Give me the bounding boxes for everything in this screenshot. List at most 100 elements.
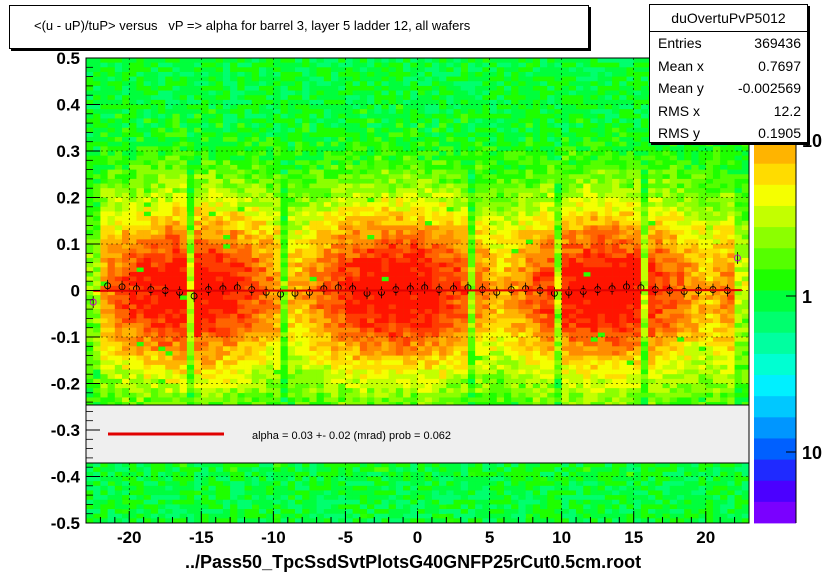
heatmap-cell (150, 281, 159, 287)
heatmap-cell (294, 151, 303, 156)
heatmap-cell (273, 299, 281, 305)
heatmap-cell (230, 99, 238, 105)
heatmap-cell (302, 355, 310, 361)
heatmap-cell (331, 183, 339, 189)
heatmap-cell (287, 313, 296, 319)
heatmap-cell (266, 253, 274, 259)
heatmap-cell (439, 313, 447, 319)
heatmap-cell (316, 327, 325, 333)
heatmap-cell (431, 374, 440, 380)
heatmap-cell (158, 481, 166, 487)
heatmap-cell (107, 364, 116, 370)
heatmap-cell (302, 304, 310, 310)
heatmap-cell (129, 392, 137, 398)
heatmap-cell (150, 253, 159, 259)
heatmap-cell (150, 174, 159, 180)
heatmap-cell (165, 151, 173, 156)
heatmap-cell (367, 481, 375, 487)
heatmap-cell (237, 178, 245, 184)
heatmap-cell (417, 137, 426, 142)
heatmap-cell (114, 513, 123, 519)
heatmap-cell (323, 155, 332, 161)
heatmap-cell (294, 369, 303, 375)
heatmap-cell (352, 518, 361, 523)
heatmap-cell (215, 323, 224, 328)
heatmap-cell (86, 332, 94, 338)
heatmap-cell (93, 169, 101, 175)
heatmap-cell (172, 244, 180, 249)
heatmap-cell (352, 192, 361, 198)
heatmap-cell (331, 513, 339, 519)
heatmap-cell (100, 197, 108, 203)
heatmap-cell (244, 374, 253, 380)
heatmap-cell (136, 337, 144, 342)
heatmap-cell (100, 383, 108, 389)
heatmap-cell (136, 467, 144, 473)
heatmap-cell (374, 220, 382, 226)
heatmap-cell (302, 220, 310, 226)
heatmap-cell (352, 304, 361, 310)
heatmap-cell (280, 164, 289, 170)
heatmap-cell (143, 151, 152, 156)
heatmap-cell (273, 192, 281, 198)
heatmap-cell (367, 183, 375, 189)
heatmap-cell (410, 481, 418, 487)
heatmap-cell (186, 327, 195, 333)
heatmap-cell (302, 323, 310, 328)
heatmap-cell (280, 295, 289, 301)
heatmap-cell (179, 62, 188, 68)
heatmap-cell (381, 234, 389, 240)
heatmap-cell (122, 346, 130, 352)
heatmap-cell (345, 271, 353, 277)
heatmap-cell (194, 318, 202, 324)
heatmap-cell (417, 388, 426, 394)
heatmap-cell (345, 471, 353, 477)
heatmap-cell (367, 304, 375, 310)
heatmap-cell (294, 267, 303, 273)
heatmap-cell (186, 397, 195, 403)
heatmap-cell (107, 290, 116, 296)
heatmap-cell (359, 137, 368, 142)
heatmap-cell (251, 234, 260, 240)
heatmap-cell (323, 337, 332, 342)
heatmap-cell (222, 350, 231, 356)
heatmap-cell (237, 467, 245, 473)
heatmap-cell (446, 155, 454, 161)
heatmap-cell (367, 169, 375, 175)
heatmap-cell (86, 309, 94, 315)
heatmap-cell (309, 257, 317, 263)
heatmap-cell (294, 388, 303, 394)
heatmap-cell (352, 146, 361, 152)
heatmap-cell (107, 225, 116, 231)
heatmap-cell (302, 276, 310, 282)
heatmap-cell (251, 197, 260, 203)
heatmap-cell (158, 369, 166, 375)
heatmap-cell (417, 160, 426, 166)
heatmap-cell (395, 90, 404, 96)
heatmap-cell (215, 364, 224, 370)
heatmap-cell (439, 397, 447, 403)
heatmap-cell (294, 211, 303, 217)
heatmap-cell (100, 495, 108, 501)
heatmap-cell (143, 132, 152, 138)
heatmap-cell (158, 220, 166, 226)
heatmap-cell (143, 169, 152, 175)
heatmap-cell (424, 257, 433, 263)
heatmap-cell (165, 318, 173, 324)
heatmap-cell (280, 225, 289, 231)
heatmap-cell (403, 341, 411, 347)
heatmap-cell (388, 299, 397, 305)
heatmap-cell (323, 513, 332, 519)
heatmap-cell (374, 467, 382, 473)
heatmap-cell (122, 397, 130, 403)
heatmap-cell (208, 76, 217, 82)
heatmap-cell (431, 248, 440, 254)
heatmap-cell (201, 360, 209, 366)
heatmap-cell (273, 178, 281, 184)
heatmap-cell (388, 211, 397, 217)
heatmap-cell (100, 109, 108, 115)
heatmap-cell (395, 257, 404, 263)
heatmap-cell (388, 271, 397, 277)
heatmap-cell (381, 132, 389, 138)
heatmap-cell (374, 295, 382, 301)
